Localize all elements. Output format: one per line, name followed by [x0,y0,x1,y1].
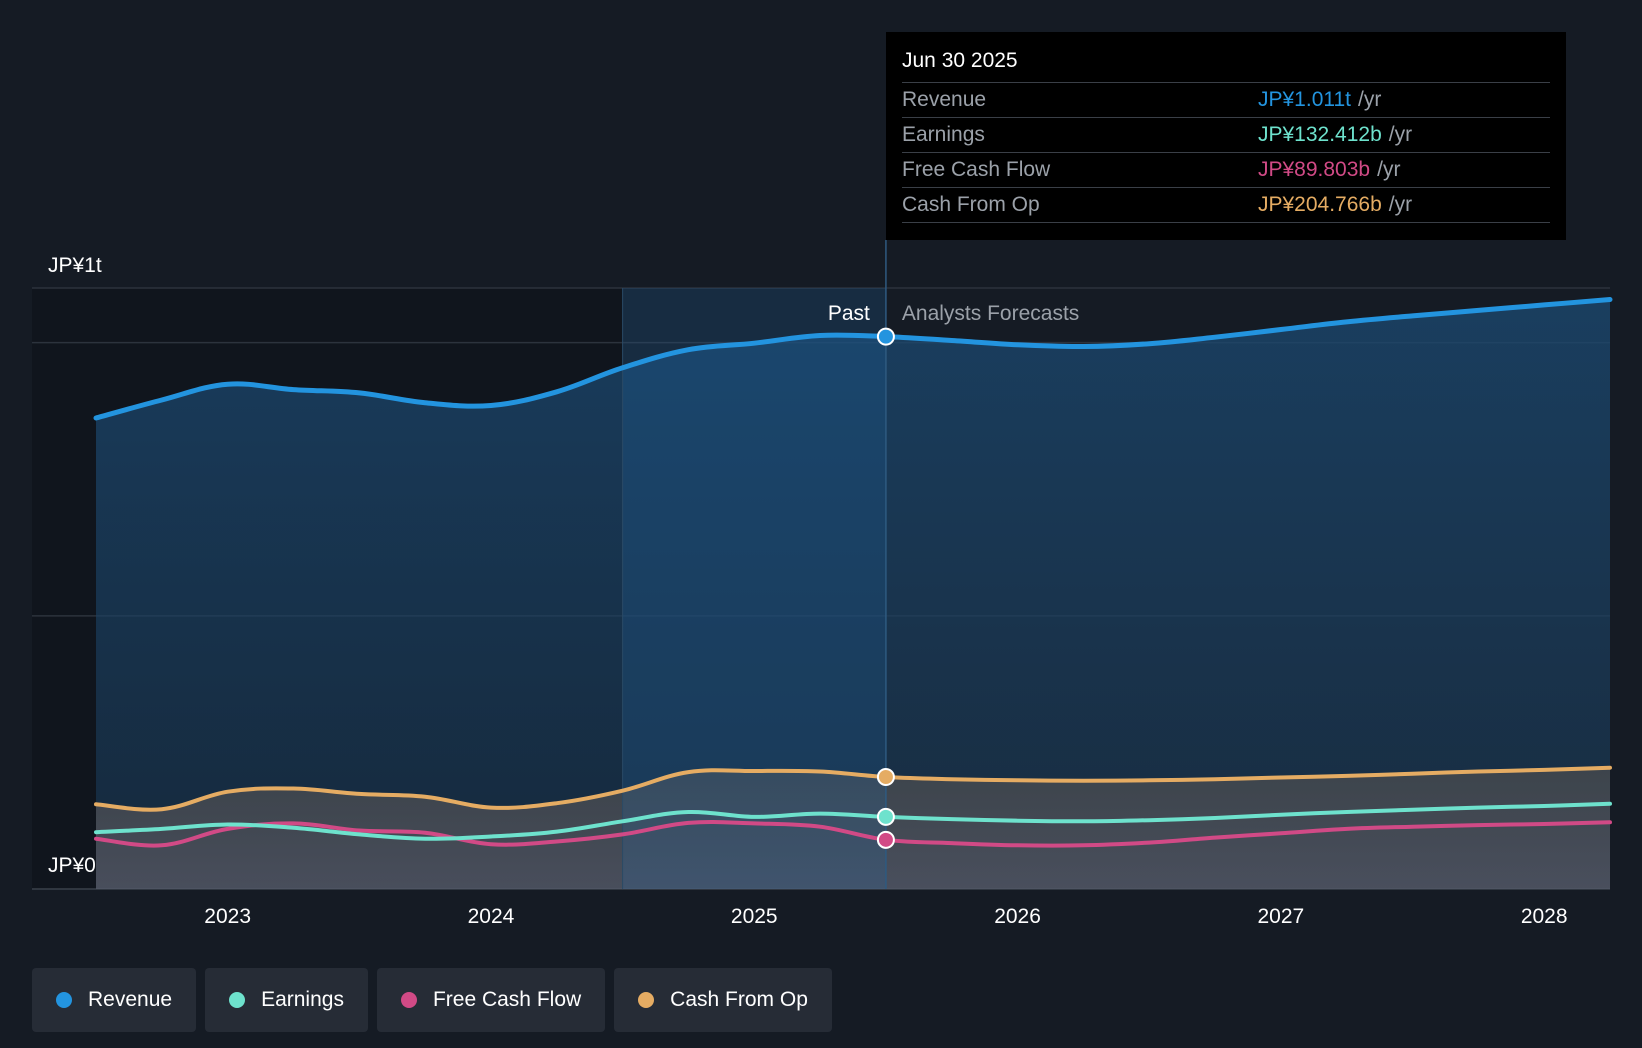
x-tick-label-2028: 2028 [1521,905,1568,928]
tooltip-row-fcf: Free Cash Flow JP¥89.803b /yr [902,152,1550,187]
cfo-dot-icon [638,992,655,1008]
tooltip-row-earnings: Earnings JP¥132.412b /yr [902,117,1550,152]
tooltip-label: Free Cash Flow [902,158,1051,181]
tooltip-value: JP¥89.803b [1258,158,1371,181]
tooltip-date: Jun 30 2025 [902,49,1018,72]
tooltip-row-cfo: Cash From Op JP¥204.766b /yr [902,187,1550,223]
legend: Revenue Earnings Free Cash Flow Cash Fro… [32,968,832,1032]
highlight-band [622,288,886,889]
tooltip-value: JP¥204.766b [1258,193,1382,216]
x-tick-label-2027: 2027 [1258,905,1305,928]
legend-item-revenue[interactable]: Revenue [32,968,197,1032]
y-label-top: JP¥1t [48,254,102,277]
fcf-dot-icon [400,992,417,1008]
forecast-label: Analysts Forecasts [902,302,1079,325]
legend-item-cfo[interactable]: Cash From Op [614,968,832,1032]
tooltip-value: JP¥1.011t [1258,88,1352,111]
legend-item-earnings[interactable]: Earnings [205,968,368,1032]
x-tick-label-2025: 2025 [731,905,778,928]
cfo-area [96,767,1610,889]
revenue-dot-icon [56,992,72,1008]
fcf-line [94,819,1612,848]
cfo-marker [876,767,895,786]
tooltip-label: Earnings [902,123,985,146]
tooltip-label: Revenue [902,88,987,111]
tooltip: Jun 30 2025 Revenue JP¥1.011t /yr Earnin… [886,32,1566,240]
legend-label: Earnings [261,988,344,1011]
earnings-dot-icon [229,992,246,1008]
tooltip-unit: /yr [1377,158,1401,181]
legend-label: Revenue [88,988,173,1011]
past-label: Past [828,302,870,325]
legend-item-fcf[interactable]: Free Cash Flow [376,968,606,1032]
revenue-marker [876,327,895,346]
tooltip-row-revenue: Revenue JP¥1.011t /yr [902,82,1550,117]
cfo-line [94,765,1612,812]
tooltip-unit: /yr [1388,123,1413,146]
x-tick-label-2026: 2026 [994,905,1041,928]
revenue-line [93,297,1613,421]
tooltip-unit: /yr [1358,88,1382,111]
fcf-marker [876,830,895,849]
revenue-area [96,299,1610,889]
y-label-bottom: JP¥0 [48,854,96,877]
legend-label: Cash From Op [670,988,808,1011]
x-tick-label-2023: 2023 [204,905,251,928]
earnings-marker [876,807,895,826]
tooltip-value: JP¥132.412b [1258,123,1382,146]
tooltip-unit: /yr [1388,193,1413,216]
tooltip-label: Cash From Op [902,193,1040,216]
x-tick-label-2024: 2024 [468,905,515,928]
legend-label: Free Cash Flow [432,988,582,1011]
earnings-line [94,801,1612,841]
